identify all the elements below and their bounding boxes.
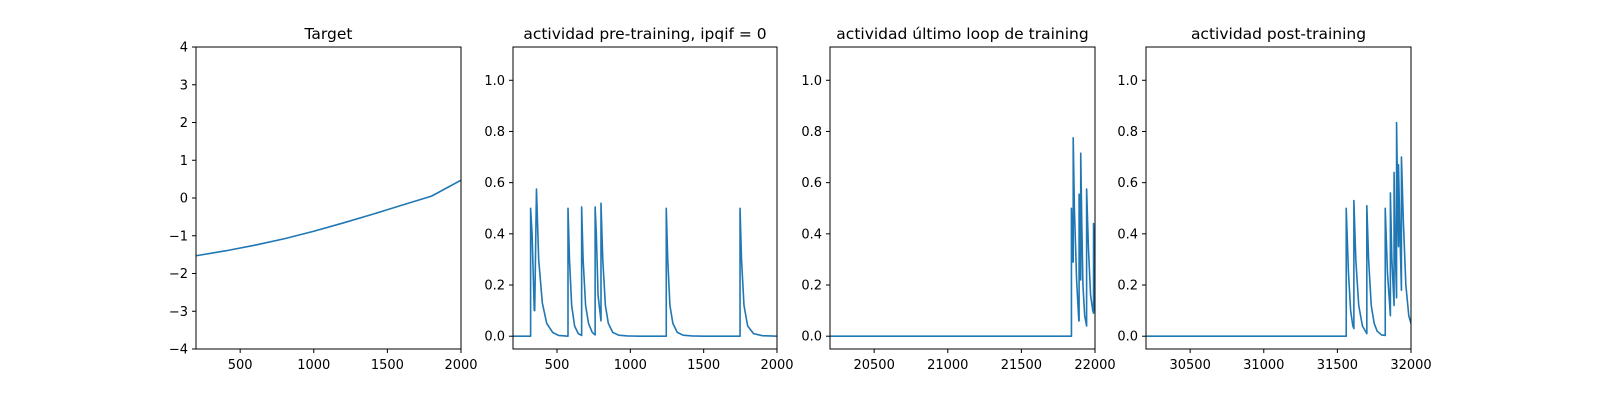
- y-tick-label: 0.6: [1117, 176, 1138, 191]
- y-tick-label: 0.4: [484, 227, 505, 242]
- y-tick-label: 0.4: [801, 227, 822, 242]
- series-line-3: [830, 137, 1095, 338]
- y-tick-label: 0: [180, 192, 188, 207]
- chart-panel-3: 20500 21000 21500 22000 0.0 0.2 0.4 0.6 0.8 1.0 ac…: [801, 25, 1115, 373]
- y-tick-label: 3: [180, 78, 188, 93]
- y-tick-label: 0.2: [801, 279, 822, 294]
- y-tick-label: 0.2: [484, 279, 505, 294]
- x-tick-label: 1000: [297, 358, 330, 373]
- chart-title-1: Target: [304, 25, 353, 43]
- y-tick-label: 0.8: [484, 125, 505, 140]
- y-tick-label: 0.4: [1117, 227, 1138, 242]
- y-tick-label: −3: [169, 305, 188, 320]
- x-tick-label: 31500: [1317, 358, 1358, 373]
- y-tick-label: 0.0: [1117, 330, 1138, 345]
- x-tick-label: 1000: [614, 358, 647, 373]
- chart-panel-2: 500 1000 1500 2000 0.0 0.2 0.4 0.6 0.8 1.0 activid…: [484, 25, 793, 373]
- axes-frame-3: [829, 46, 1096, 350]
- x-tick-label: 31000: [1243, 358, 1284, 373]
- x-tick-label: 2000: [444, 358, 477, 373]
- x-tick-label: 22000: [1074, 358, 1115, 373]
- chart-title-3: actividad último loop de training: [836, 25, 1088, 43]
- y-tick-label: 0.8: [1117, 125, 1138, 140]
- y-tick-label: 0.6: [484, 176, 505, 191]
- y-tick-label: 0.0: [484, 330, 505, 345]
- chart-panel-4: 30500 31000 31500 32000 0.0 0.2 0.4 0.6 0.8 1.0 ac…: [1117, 25, 1431, 373]
- x-tick-label: 20500: [853, 358, 894, 373]
- axes-frame-1: [195, 46, 462, 350]
- x-tick-label: 500: [545, 358, 570, 373]
- x-tick-label: 1500: [687, 358, 720, 373]
- y-tick-label: 1: [180, 154, 188, 169]
- x-tick-label: 32000: [1390, 358, 1431, 373]
- y-tick-label: 0.0: [801, 330, 822, 345]
- x-tick-label: 1500: [371, 358, 404, 373]
- y-tick-label: 0.8: [801, 125, 822, 140]
- series-line-1: [196, 179, 461, 257]
- y-tick-label: −1: [169, 229, 188, 244]
- x-tick-label: 500: [228, 358, 253, 373]
- x-tick-label: 2000: [760, 358, 793, 373]
- x-tick-label: 30500: [1169, 358, 1210, 373]
- axes-frame-4: [1145, 46, 1412, 350]
- x-tick-label: 21000: [927, 358, 968, 373]
- y-tick-label: 1.0: [801, 74, 822, 89]
- chart-title-4: actividad post-training: [1191, 25, 1366, 43]
- y-tick-label: 1.0: [1117, 74, 1138, 89]
- y-tick-label: 0.6: [801, 176, 822, 191]
- y-tick-label: 1.0: [484, 74, 505, 89]
- chart-panel-1: 500 1000 1500 2000 −4 −3 −2 −1 0 1 2 3 4 Target: [169, 25, 478, 373]
- y-tick-label: 4: [180, 41, 188, 56]
- y-tick-label: −4: [169, 343, 188, 358]
- series-line-2: [513, 188, 777, 338]
- y-tick-label: −2: [169, 267, 188, 282]
- chart-title-2: actividad pre-training, ipqif = 0: [523, 25, 766, 43]
- axes-frame-2: [512, 46, 778, 350]
- y-tick-label: 0.2: [1117, 279, 1138, 294]
- y-tick-label: 2: [180, 116, 188, 131]
- x-tick-label: 21500: [1001, 358, 1042, 373]
- series-line-4: [1146, 121, 1411, 338]
